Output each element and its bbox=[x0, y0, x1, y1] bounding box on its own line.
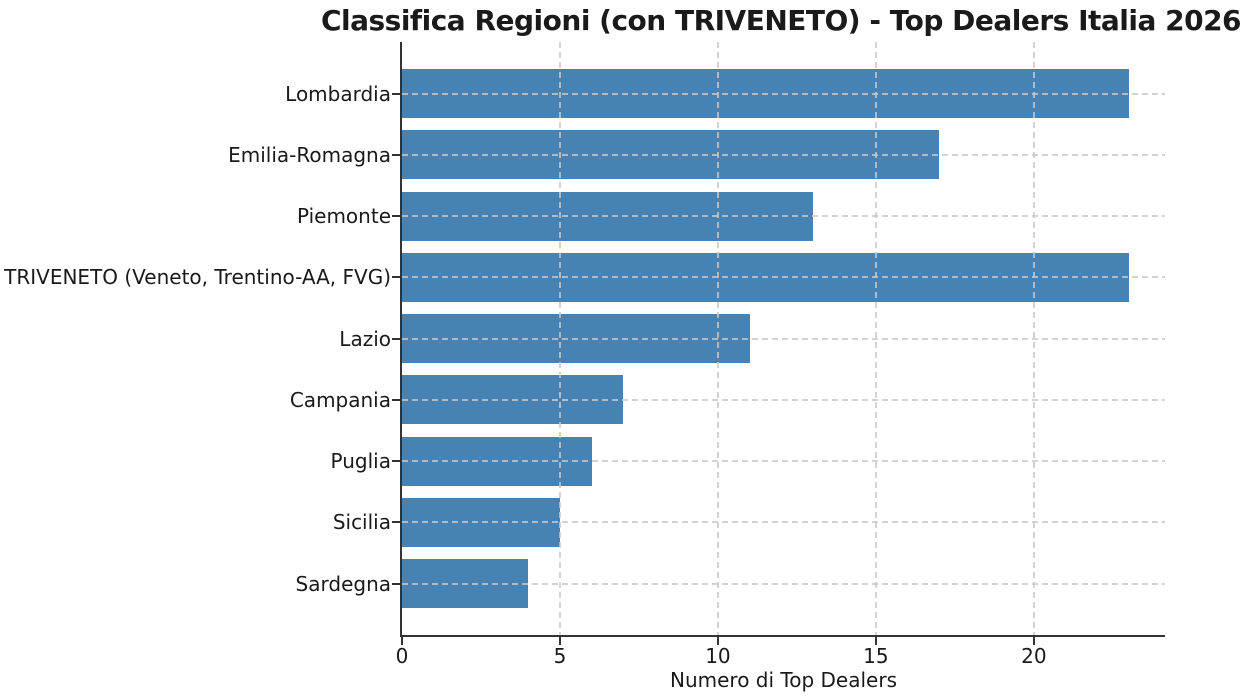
y-tick-mark bbox=[392, 215, 400, 218]
bar bbox=[402, 130, 940, 180]
x-tick-label: 10 bbox=[705, 644, 731, 668]
x-tick-mark bbox=[874, 637, 877, 645]
y-tick-mark bbox=[392, 521, 400, 524]
y-tick-mark bbox=[392, 92, 400, 95]
category-label: Emilia-Romagna bbox=[228, 142, 391, 167]
x-tick-label: 20 bbox=[1021, 644, 1047, 668]
category-label: Sicilia bbox=[332, 510, 391, 535]
bar bbox=[402, 252, 1129, 302]
y-tick-mark bbox=[392, 398, 400, 401]
x-tick-mark bbox=[1032, 637, 1035, 645]
category-label: Puglia bbox=[330, 449, 391, 474]
x-tick-label: 15 bbox=[863, 644, 889, 668]
bar bbox=[402, 314, 750, 364]
bar bbox=[402, 375, 624, 425]
x-tick-label: 0 bbox=[395, 644, 409, 668]
chart-title: Classifica Regioni (con TRIVENETO) - Top… bbox=[320, 4, 1240, 37]
x-tick-mark bbox=[401, 637, 403, 645]
category-label: Lombardia bbox=[285, 81, 391, 106]
y-tick-mark bbox=[392, 582, 400, 585]
bar bbox=[402, 436, 592, 486]
y-tick-mark bbox=[392, 337, 400, 340]
x-tick-label: 5 bbox=[553, 644, 567, 668]
bar bbox=[402, 559, 529, 609]
y-tick-mark bbox=[392, 153, 400, 156]
x-axis-label: Numero di Top Dealers bbox=[670, 668, 897, 692]
category-label: TRIVENETO (Veneto, Trentino-AA, FVG) bbox=[4, 265, 391, 290]
bar bbox=[402, 497, 560, 547]
y-tick-mark bbox=[392, 460, 400, 463]
x-tick-mark bbox=[716, 637, 719, 645]
category-label: Sardegna bbox=[295, 571, 391, 596]
bar bbox=[402, 69, 1129, 118]
category-label: Piemonte bbox=[296, 204, 391, 229]
x-gridline bbox=[1032, 42, 1035, 635]
category-label: Campania bbox=[289, 387, 391, 412]
category-label: Lazio bbox=[339, 326, 391, 351]
x-tick-mark bbox=[558, 637, 561, 645]
plot-area: Numero di Top Dealers 0 5 10 15 20 Lombardia E… bbox=[4, 42, 1165, 692]
bar bbox=[402, 191, 813, 241]
y-tick-mark bbox=[392, 276, 400, 279]
